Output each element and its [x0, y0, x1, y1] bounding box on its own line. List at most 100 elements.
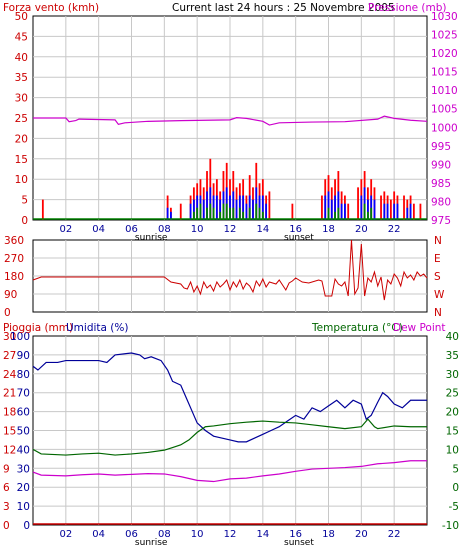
wind-average-bar — [232, 191, 235, 220]
hour-tick-label: 02 — [59, 224, 72, 235]
wind-minimum-bar — [225, 203, 228, 220]
wind-gust-bar — [419, 203, 422, 220]
wind-minimum-bar — [327, 207, 330, 220]
hour-tick-label: 22 — [388, 529, 401, 540]
direction-tick-label: 270 — [4, 253, 24, 265]
hour-tick-label: 10 — [191, 529, 204, 540]
wind-speed-tick-label: 30 — [15, 93, 28, 105]
wind-speed-tick-label: 10 — [15, 174, 28, 186]
wind-minimum-bar — [367, 211, 369, 220]
sunrise-label: sunrise — [135, 538, 168, 548]
rain-tick-label: 12 — [3, 444, 16, 456]
hour-tick-label: 22 — [388, 224, 401, 235]
wind-average-bar — [340, 203, 343, 220]
wind-average-bar — [219, 199, 222, 220]
temperature-tick-label: 10 — [446, 444, 459, 456]
hour-tick-label: 06 — [125, 224, 138, 235]
temperature-tick-label: -5 — [449, 501, 459, 513]
wind-average-bar — [202, 199, 205, 220]
wind-minimum-bar — [209, 203, 212, 220]
wind-average-bar — [334, 195, 336, 220]
humidity-line — [32, 352, 427, 443]
rain-tick-label: 9 — [3, 463, 10, 475]
direction-tick-label: 0 — [4, 307, 11, 319]
wind-minimum-bar — [199, 203, 202, 220]
wind-minimum-bar — [255, 203, 258, 220]
rain-axis-title: Pioggia (mm) — [3, 322, 73, 334]
dewpoint-axis-title: Dew Point — [393, 322, 446, 334]
wind-gust-bar — [347, 203, 350, 220]
wind-average-bar — [367, 199, 369, 220]
pressure-tick-label: 1025 — [431, 30, 458, 42]
wind-gust-bar — [291, 203, 294, 220]
temperature-tick-label: 25 — [446, 388, 459, 400]
wind-average-bar — [252, 199, 254, 220]
pressure-tick-label: 995 — [431, 141, 451, 153]
wind-average-bar — [393, 203, 396, 220]
hour-tick-label: 20 — [355, 224, 368, 235]
rain-tick-label: 6 — [3, 482, 10, 494]
pressure-tick-label: 975 — [431, 215, 451, 227]
chart-marks — [32, 115, 428, 525]
hour-tick-label: 10 — [191, 224, 204, 235]
wind-speed-tick-label: 40 — [15, 52, 28, 64]
humidity-tick-label: 70 — [17, 388, 30, 400]
wind-minimum-bar — [261, 211, 264, 220]
temperature-axis-title: Temperatura (°C) — [311, 322, 403, 334]
wind-minimum-bar — [222, 203, 225, 220]
wind-gust-bar — [179, 203, 182, 220]
wind-minimum-bar — [370, 207, 373, 220]
wind-minimum-bar — [229, 207, 231, 220]
wind-average-bar — [330, 199, 333, 220]
rain-tick-label: 18 — [3, 407, 16, 419]
humidity-tick-label: 90 — [17, 350, 30, 362]
humidity-tick-label: 100 — [10, 331, 30, 343]
pressure-tick-label: 1005 — [431, 104, 458, 116]
hour-tick-label: 16 — [289, 529, 302, 540]
wind-average-bar — [242, 195, 245, 220]
wind-average-bar — [192, 199, 195, 220]
wind-average-bar — [396, 203, 399, 220]
hour-tick-label: 08 — [158, 224, 171, 235]
rain-tick-label: 0 — [3, 520, 10, 532]
wind-average-bar — [344, 203, 346, 220]
wind-average-bar — [189, 203, 192, 220]
wind-gust-bar — [412, 203, 415, 220]
wind-minimum-bar — [219, 211, 222, 220]
hour-tick-label: 08 — [158, 529, 171, 540]
pressure-tick-label: 1010 — [431, 85, 458, 97]
wind-average-bar — [360, 195, 363, 220]
pressure-axis-title: Pressione (mb) — [368, 2, 447, 14]
humidity-tick-label: 0 — [23, 520, 30, 532]
hour-tick-label: 20 — [355, 529, 368, 540]
humidity-tick-label: 50 — [17, 426, 30, 438]
wind-gust-bar — [380, 195, 382, 220]
rain-tick-label: 3 — [3, 501, 10, 513]
temperature-tick-label: 35 — [446, 350, 459, 362]
wind-speed-tick-label: 35 — [15, 72, 28, 84]
hour-tick-label: 04 — [92, 224, 105, 235]
humidity-axis-title: Umidita (%) — [66, 322, 128, 334]
wind-average-bar — [383, 203, 386, 220]
pressure-line — [33, 115, 428, 126]
sunset-label: sunset — [284, 233, 314, 243]
wind-minimum-bar — [192, 211, 195, 220]
rain-tick-label: 15 — [3, 426, 16, 438]
wind-average-bar — [327, 191, 330, 220]
rain-tick-label: 24 — [3, 369, 17, 381]
hour-tick-label: 18 — [322, 224, 335, 235]
wind-gust-bar — [41, 199, 44, 220]
temperature-line — [32, 418, 427, 456]
pressure-tick-label: 990 — [431, 159, 451, 171]
pressure-tick-label: 1015 — [431, 67, 458, 79]
wind-average-bar — [170, 211, 172, 220]
hour-tick-label: 04 — [92, 529, 105, 540]
wind-gust-bar — [321, 195, 323, 220]
compass-tick-label: E — [434, 253, 441, 265]
hour-tick-label: 02 — [59, 529, 72, 540]
temperature-tick-label: -10 — [442, 520, 459, 532]
chart-title: Current last 24 hours : 25 Novembre 2005 — [172, 2, 395, 14]
pressure-tick-label: 985 — [431, 178, 451, 190]
